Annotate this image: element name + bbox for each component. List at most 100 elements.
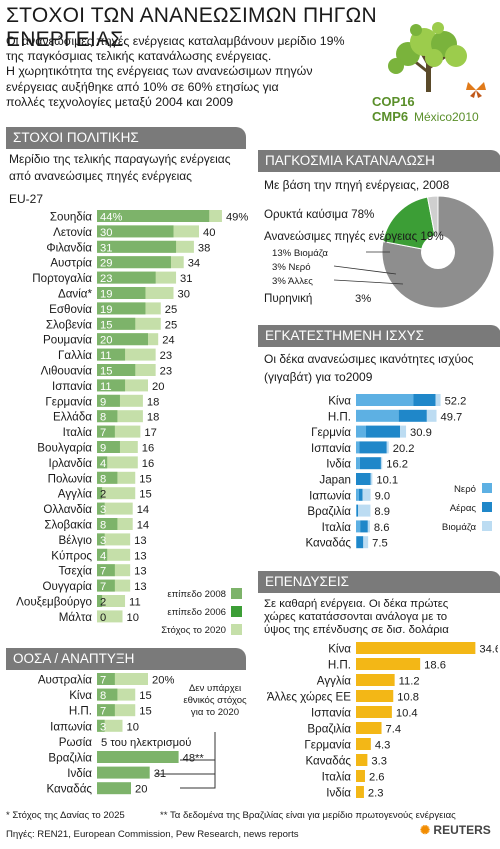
capacity-segment [358,488,363,501]
legend-label: Βιομάζα [442,522,477,533]
level-label: 48** [183,753,205,765]
level-2008-label: 2 [100,489,106,501]
investment-bar [356,690,394,702]
eu-label: EU-27 [9,192,44,206]
investment-label: 10.8 [397,692,419,704]
target-label: 25 [165,304,177,316]
capacity-segment [400,425,407,438]
country-label: Σλοβακία [44,519,92,532]
level-2008-bar [97,595,103,607]
policy-subtitle: από ανανεώσιμες πηγές ενέργειας [9,169,192,183]
country-label: Ρωσία [59,736,93,749]
target-label: 15 [139,706,151,718]
invest-subtitle: Σε καθαρή ενέργεια. Οι δέκα πρώτες χώρες… [264,598,449,637]
level-2008-label: 9 [100,443,106,455]
country-label: Αγγλία [317,675,351,688]
target-label: 20% [152,675,174,687]
capacity-segment [359,457,381,470]
investment-bar [356,786,364,798]
level-2008-bar [97,394,120,407]
cop16-logo: COP16 CMP6 México2010 [372,22,486,124]
sources: Πηγές: REN21, European Commission, Pew R… [6,829,299,840]
target-label: 24 [162,335,174,347]
target-label: 40 [203,227,215,239]
investment-bar [356,738,371,750]
capacity-segment [356,441,360,454]
pie-label: Πυρηνική [264,292,312,305]
pie-hole [421,235,455,269]
country-label: Ισπανία [311,707,351,720]
capacity-segment [435,394,441,406]
country-label: Ιρλανδία [49,457,93,470]
country-label: Μάλτα [59,611,93,624]
world-consumption-pie: Ορυκτά καύσιμα 78% Ανανεώσιμες πηγές ενέρ… [264,196,495,309]
reuters-icon: ✺ [420,823,431,837]
capacity-label: 52.2 [445,396,467,408]
capacity-subtitle: (γιγαβάτ) για το2009 [264,370,373,384]
level-2008-bar [97,518,118,530]
capacity-label: 7.5 [372,538,388,550]
target-label: 23 [160,366,172,378]
oecd-note-line: για το 2020 [190,707,240,718]
invest-subtitle-line: χώρες κατατάσσονται ανάλογα με το [264,611,448,623]
country-label: Βραζιλία [307,505,351,518]
investment-label: 4.3 [375,740,391,752]
country-label: Ιταλία [63,426,93,439]
country-label: Εσθονία [49,303,92,316]
country-label: Λουξεμβούργο [16,596,92,609]
oecd-targets-chart: Αυστραλία 7 20% Κίνα 8 15 Η.Π. 7 15 Ιαπωνία 3 10 Ρωσ… [38,673,216,796]
level-2008-label: 23 [100,273,112,285]
footnote-denmark: * Στόχος της Δανίας το 2025 [6,810,125,821]
oecd-note: Δεν υπάρχει εθνικός στόχος για το 2020 [180,683,250,719]
capacity-segment [356,536,357,549]
capacity-label: 8.9 [374,506,390,518]
world-header: ΠΑΓΚΟΣΜΙΑ ΚΑΤΑΝΑΛΩΣΗ [258,150,500,172]
level-2008-bar [97,441,120,453]
share-bar [97,766,150,779]
target-label: 5 του ηλεκτρισμού [101,737,191,749]
target-label: 20 [152,381,164,393]
level-label: 7 [100,675,106,687]
capacity-segment [356,520,361,533]
capacity-segment [366,425,401,438]
investment-chart: Κίνα 34.6 Η.Π. 18.6 Αγγλία 11.2 Άλλες χώρες ΕΕ… [267,642,498,800]
target-bar [97,502,133,515]
level-2008-bar [97,348,126,361]
target-label: 13 [134,566,146,578]
target-label: 14 [137,520,149,532]
country-label: Δανία* [58,288,93,301]
target-bar [97,533,131,546]
investment-label: 10.4 [396,708,418,720]
pie-label: 3% [355,293,371,305]
legend-swatch [482,502,492,512]
level-2008-label: 2 [100,597,106,609]
level-2008-label: 8 [100,473,106,485]
target-label: 30 [178,289,190,301]
level-bar [97,673,115,685]
level-bar [97,719,105,732]
investment-bar [356,642,476,654]
capacity-segment [360,520,368,533]
capacity-segment [359,441,387,454]
target-label: 38 [198,242,210,254]
level-2008-bar [97,456,108,469]
country-label: Καναδάς [305,537,351,550]
legend-swatch [231,606,242,617]
country-label: Γερμανία [45,395,92,408]
level-label: 20 [135,784,147,796]
country-label: Βραζιλία [48,752,92,765]
country-label: Ρουμανία [43,334,92,347]
level-2008-bar [97,333,148,346]
level-2008-bar [97,302,146,315]
country-label: Κίνα [328,395,351,408]
country-label: Λετονία [53,226,92,239]
target-label: 11 [129,597,141,609]
legend-swatch [231,624,242,635]
target-label: 10 [127,612,139,624]
pie-sub-label: 13% Βιομάζα [272,248,328,259]
pie-slice [382,196,439,253]
level-2008-bar [97,317,136,330]
capacity-segment [356,394,414,406]
capacity-segment [356,473,371,485]
level-2008-bar [97,579,115,592]
